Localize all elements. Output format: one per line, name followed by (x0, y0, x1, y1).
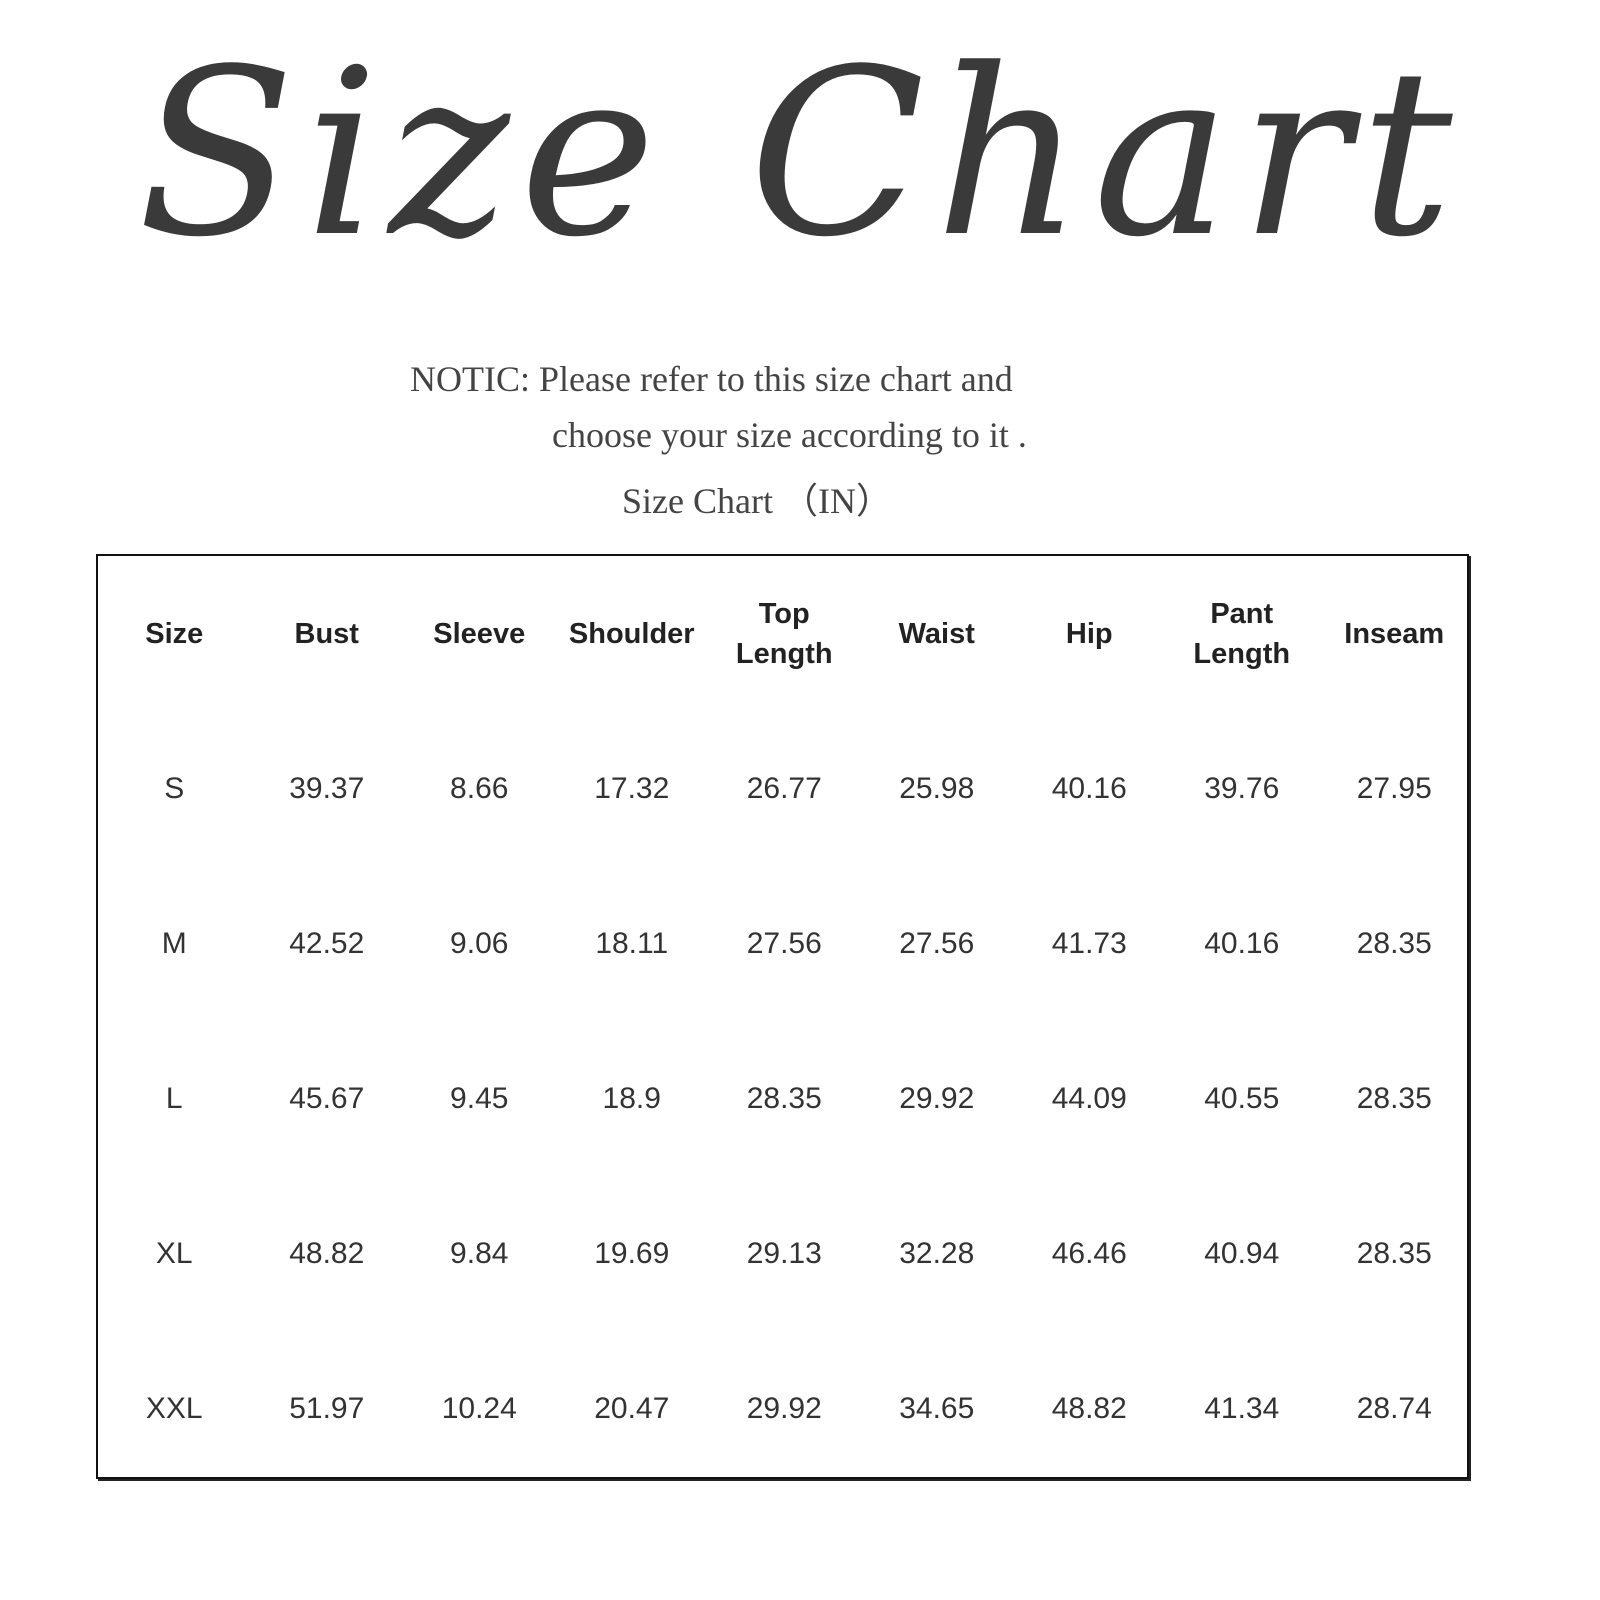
table-cell: 25.98 (899, 771, 975, 805)
table-cell: 9.84 (450, 1236, 509, 1270)
table-cell: 40.16 (1051, 771, 1127, 805)
table-cell: 10.24 (441, 1391, 517, 1425)
table-cell: 8.66 (450, 771, 509, 805)
table-row: XL 48.82 9.84 19.69 29.13 32.28 46.46 40.94 28.3… (98, 1176, 1467, 1331)
table-cell: 29.92 (746, 1391, 822, 1425)
table-cell: 19.69 (594, 1236, 670, 1270)
table-cell: 29.92 (899, 1081, 975, 1115)
size-table: Size Bust Sleeve Shoulder Top Length Waist Hip… (96, 554, 1469, 1479)
table-cell: 51.97 (289, 1391, 365, 1425)
column-header: Sleeve (433, 617, 526, 650)
table-cell: 18.11 (595, 926, 669, 960)
table-subtitle: Size Chart （IN） (622, 481, 892, 521)
table-cell: 29.13 (746, 1236, 822, 1270)
table-cell: 28.35 (1356, 1236, 1432, 1270)
table-cell: L (165, 1081, 183, 1115)
table-cell: 9.45 (450, 1081, 509, 1115)
table-cell: 20.47 (594, 1391, 670, 1425)
table-cell: 27.56 (899, 926, 975, 960)
table-cell: 48.82 (1051, 1391, 1127, 1425)
table-cell: 17.32 (594, 771, 670, 805)
table-cell: 48.82 (289, 1236, 365, 1270)
column-header: Top Length (735, 597, 833, 670)
table-header-row: Size Bust Sleeve Shoulder Top Length Waist Hip… (98, 556, 1467, 711)
table-cell: 44.09 (1051, 1081, 1127, 1115)
column-header: Bust (294, 617, 359, 650)
table-cell: 42.52 (289, 926, 365, 960)
table-cell: 40.16 (1204, 926, 1280, 960)
table-cell: 28.35 (1356, 1081, 1432, 1115)
notice-line-2: choose your size according to it . (552, 415, 1027, 455)
table-cell: 40.94 (1204, 1236, 1280, 1270)
notice-line-1: NOTIC: Please refer to this size chart a… (410, 359, 1013, 399)
table-cell: 27.95 (1356, 771, 1432, 805)
table-row: L 45.67 9.45 18.9 28.35 29.92 44.09 40.55 28.35 (98, 1021, 1467, 1176)
table-cell: 41.34 (1204, 1391, 1280, 1425)
column-header: Size (145, 617, 204, 650)
page-title: Size Chart (137, 21, 1463, 288)
table-cell: XL (155, 1236, 193, 1270)
table-cell: M (161, 926, 187, 960)
table-cell: XXL (145, 1391, 203, 1425)
table-cell: 26.77 (746, 771, 822, 805)
table-cell: 45.67 (289, 1081, 365, 1115)
column-header: Pant Length (1193, 597, 1291, 670)
table-cell: 28.74 (1356, 1391, 1432, 1425)
column-header: Hip (1065, 617, 1113, 650)
column-header: Shoulder (568, 617, 695, 650)
table-row: M 42.52 9.06 18.11 27.56 27.56 41.73 40.16 28.35 (98, 866, 1467, 1021)
table-cell: 27.56 (746, 926, 822, 960)
table-cell: S (164, 771, 185, 805)
table-cell: 39.76 (1204, 771, 1280, 805)
table-cell: 34.65 (899, 1391, 975, 1425)
table-cell: 9.06 (450, 926, 509, 960)
table-cell: 40.55 (1204, 1081, 1280, 1115)
table-cell: 32.28 (899, 1236, 975, 1270)
table-cell: 18.9 (602, 1081, 661, 1115)
table-cell: 41.73 (1051, 926, 1127, 960)
table-cell: 39.37 (289, 771, 365, 805)
column-header: Waist (898, 617, 975, 650)
table-row: XXL 51.97 10.24 20.47 29.92 34.65 48.82 41.34 28… (98, 1331, 1467, 1486)
table-cell: 28.35 (746, 1081, 822, 1115)
table-cell: 28.35 (1356, 926, 1432, 960)
column-header: Inseam (1344, 617, 1445, 650)
table-row: S 39.37 8.66 17.32 26.77 25.98 40.16 39.76 27.95 (98, 711, 1467, 866)
table-cell: 46.46 (1051, 1236, 1127, 1270)
